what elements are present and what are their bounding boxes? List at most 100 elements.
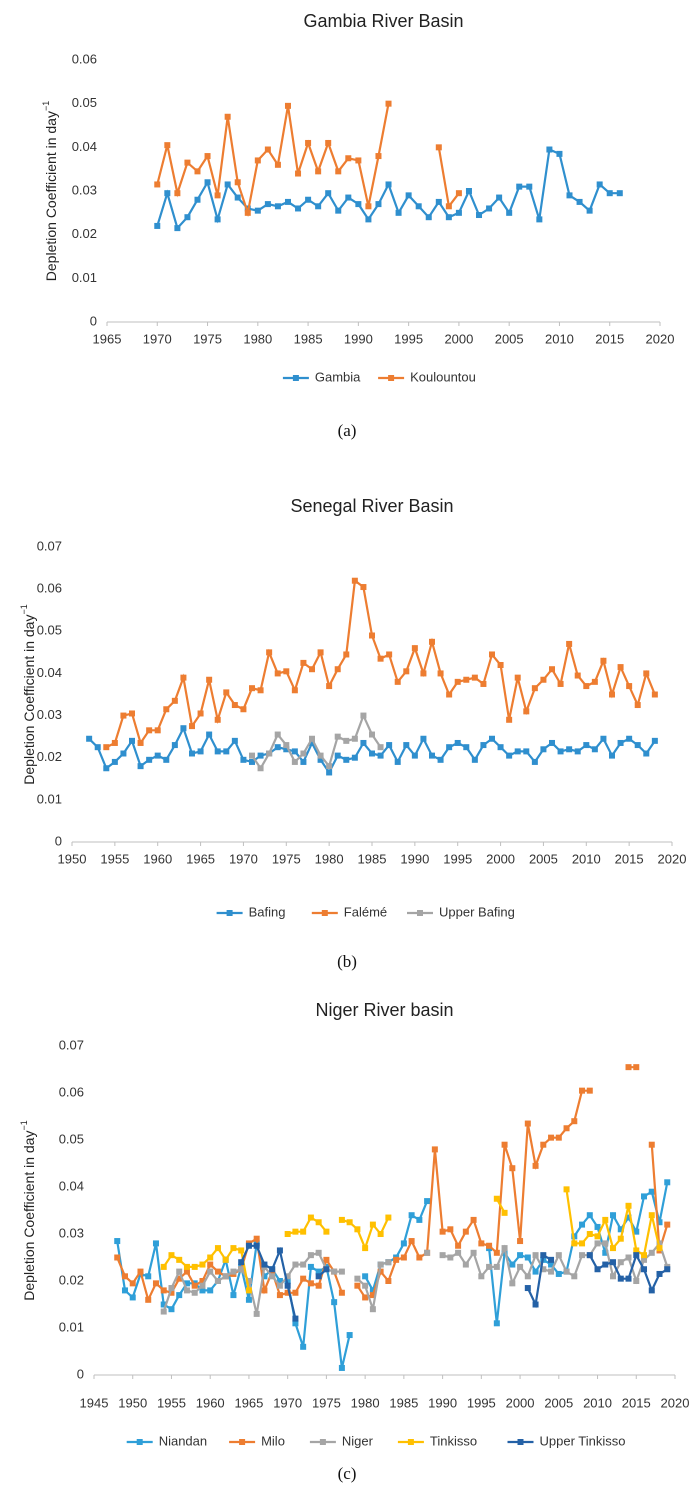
x-tick-label: 2020 [646,331,675,346]
point-marker [240,706,247,713]
point-marker [183,1268,190,1275]
point-marker [400,1254,407,1261]
point-marker [566,640,573,647]
point-marker [335,168,342,175]
point-marker [254,207,261,214]
point-marker [300,1275,307,1282]
caption: (b) [337,952,357,971]
point-marker [276,1282,283,1289]
y-tick-label: 0.01 [72,270,97,285]
point-marker [365,203,372,210]
point-marker [664,1179,671,1186]
point-marker [231,737,238,744]
point-marker [154,222,161,229]
point-marker [532,1252,539,1259]
point-marker [641,1252,648,1259]
point-marker [602,1240,609,1247]
point-marker [86,735,93,742]
point-marker [111,739,118,746]
point-marker [470,1216,477,1223]
point-marker [463,744,470,751]
point-marker [385,1278,392,1284]
point-marker [199,1278,206,1284]
x-tick-label: 1965 [93,331,122,346]
point-marker [315,1282,322,1289]
point-marker [171,742,178,749]
point-marker [596,181,603,188]
point-marker [269,1266,276,1273]
point-marker [576,198,583,205]
point-marker [394,678,401,685]
point-marker [284,198,291,205]
point-marker [345,155,352,162]
x-tick-label: 1980 [315,851,344,866]
point-marker [292,1228,299,1235]
point-marker [269,1273,276,1280]
point-marker [194,168,201,175]
point-marker [292,1261,299,1268]
point-marker [334,733,341,740]
point-marker [245,1296,252,1303]
point-marker [249,752,255,759]
point-marker [648,1141,655,1148]
point-marker [486,1263,493,1270]
point-marker [493,1320,500,1327]
y-tick-label: 0.02 [59,1272,84,1287]
point-marker [455,190,462,197]
point-marker [274,161,281,168]
point-marker [431,1146,438,1153]
point-marker [506,752,513,759]
point-marker [284,102,291,109]
point-marker [223,689,230,696]
point-marker [641,1266,648,1273]
point-marker [307,1214,314,1221]
point-marker [557,748,564,755]
point-marker [338,1216,345,1223]
point-marker [295,170,302,177]
point-marker [207,1287,214,1294]
point-marker [583,683,590,690]
point-marker [420,670,427,677]
point-marker [415,203,422,210]
point-marker [325,139,332,146]
point-marker [266,649,273,656]
point-marker [600,735,607,742]
point-marker [120,712,127,719]
point-marker [574,748,581,755]
point-marker [369,632,375,639]
point-marker [264,146,271,153]
point-marker [476,212,483,219]
point-marker [253,1242,260,1249]
x-tick-label: 2000 [506,1395,535,1410]
point-marker [454,739,461,746]
point-marker [609,691,615,698]
y-tick-label: 0.03 [72,182,97,197]
point-marker [586,1212,593,1219]
point-marker [326,763,333,770]
point-marker [509,1261,516,1268]
point-marker [240,756,247,763]
point-marker [360,584,367,591]
point-marker [385,181,392,188]
point-marker [253,1310,260,1317]
point-marker [300,1343,307,1350]
point-marker [274,203,281,210]
point-marker [230,1245,237,1252]
x-tick-label: 1990 [400,851,429,866]
point-marker [129,710,135,717]
point-marker [245,1242,252,1249]
point-marker [189,750,195,757]
point-marker [362,1273,369,1280]
point-marker [309,666,315,673]
point-marker [174,190,181,197]
legend-label: Niger [342,1433,374,1448]
point-marker [191,1282,198,1289]
point-marker [385,100,392,107]
x-tick-label: 1965 [186,851,215,866]
point-marker [579,1087,586,1094]
y-axis-label-text: Depletion Coefficient in day [21,615,37,785]
point-marker [197,748,204,755]
point-marker [610,1273,617,1280]
chart-title: Gambia River Basin [303,11,463,31]
